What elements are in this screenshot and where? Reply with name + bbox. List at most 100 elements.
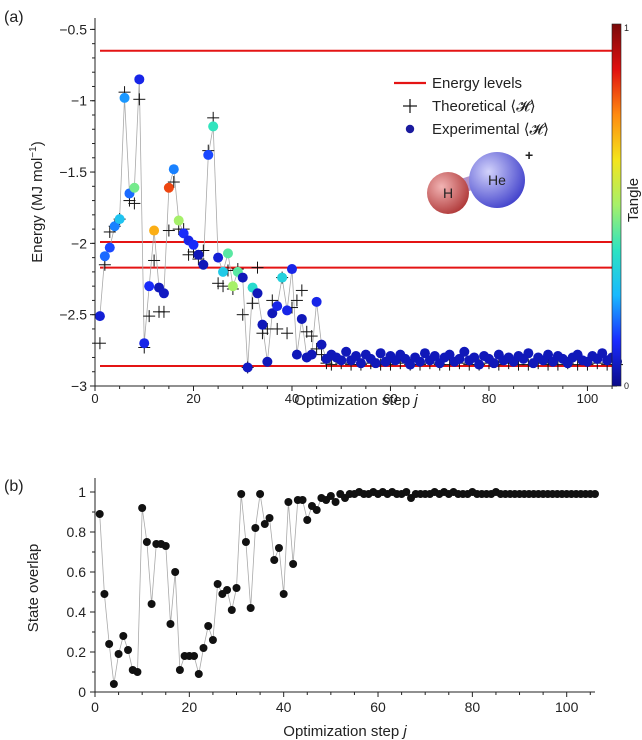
experimental-point	[444, 349, 455, 360]
experimental-point	[99, 251, 110, 262]
theoretical-point	[295, 284, 308, 297]
experimental-point	[114, 214, 125, 225]
overlap-point	[284, 498, 293, 506]
colorbar-max-label: 1	[624, 23, 629, 33]
overlap-connector	[99, 491, 595, 685]
x-tick-label: 80	[465, 699, 481, 715]
overlap-point	[591, 490, 599, 498]
overlap-point	[133, 668, 142, 676]
experimental-point	[257, 319, 268, 330]
experimental-point	[208, 121, 219, 132]
experimental-point	[306, 349, 317, 360]
experimental-point	[459, 346, 470, 357]
experimental-point	[316, 339, 327, 350]
panel-b-x-axis-label: Optimization step j	[283, 723, 407, 740]
overlap-point	[289, 560, 298, 568]
theoretical-point	[305, 330, 318, 343]
experimental-point	[173, 215, 184, 226]
experimental-point	[341, 346, 352, 357]
overlap-point	[279, 590, 288, 598]
x-tick-label: 100	[577, 391, 599, 406]
legend-levels-label: Energy levels	[432, 75, 522, 92]
y-tick-label: −0.5	[59, 21, 87, 37]
experimental-point	[94, 311, 105, 322]
overlap-point	[208, 636, 217, 644]
overlap-point	[326, 492, 335, 500]
y-tick-label: 0.6	[67, 564, 87, 580]
experimental-point	[488, 358, 499, 369]
experimental-point	[168, 164, 179, 175]
overlap-point	[190, 652, 199, 660]
overlap-point	[265, 514, 274, 522]
panel-a-y-ticks: −3 −2.5 −2 −1.5 −1 −0.5	[59, 21, 95, 394]
experimental-point	[543, 349, 554, 360]
overlap-point	[402, 488, 411, 496]
y-tick-label: −1	[71, 93, 87, 109]
overlap-point	[241, 538, 250, 546]
x-tick-label: 40	[276, 699, 292, 715]
overlap-point	[274, 544, 283, 552]
theoretical-point	[290, 294, 303, 307]
experimental-point	[163, 182, 174, 193]
overlap-point	[105, 640, 114, 648]
overlap-point	[260, 520, 269, 528]
y-tick-label: 1	[78, 484, 86, 500]
theoretical-point	[162, 224, 175, 237]
x-tick-label: 0	[91, 391, 98, 406]
panel-a-x-axis-label: Optimization step j	[294, 392, 418, 409]
experimental-point	[144, 281, 155, 292]
theoretical-point	[266, 294, 279, 307]
overlap-point	[100, 590, 109, 598]
overlap-point	[166, 620, 175, 628]
overlap-point	[138, 504, 147, 512]
y-tick-label: 0.2	[67, 644, 87, 660]
experimental-point	[227, 281, 238, 292]
experimental-point	[262, 356, 273, 367]
molecule-charge: +	[525, 147, 533, 163]
overlap-point	[194, 670, 203, 678]
theoretical-point	[128, 197, 141, 210]
experimental-point	[405, 359, 416, 370]
experimental-point	[355, 358, 366, 369]
experimental-point	[149, 225, 160, 236]
experimental-point	[109, 221, 120, 232]
theoretical-point	[157, 305, 170, 318]
panel-b: (b) 0 20 40 60 80 100 0 0.2 0.4 0.6 0.8 1 Optimiza…	[4, 478, 599, 740]
theoretical-point	[93, 337, 106, 350]
experimental-point	[267, 308, 278, 319]
overlap-point	[227, 606, 236, 614]
experimental-point	[272, 301, 283, 312]
theoretical-point	[281, 327, 294, 340]
overlap-point	[256, 490, 265, 498]
experimental-point	[597, 348, 608, 359]
panel-b-label: (b)	[4, 478, 24, 495]
x-tick-label: 20	[186, 391, 200, 406]
x-tick-label: 20	[182, 699, 198, 715]
experimental-point	[178, 228, 189, 239]
experimental-point	[188, 239, 199, 250]
experimental-point	[218, 266, 229, 277]
experimental-point	[193, 249, 204, 260]
molecule-h-label: H	[443, 185, 453, 201]
panel-a-x-ticks: 0 20 40 60 80 100	[91, 386, 613, 406]
legend-experimental-swatch	[405, 124, 415, 134]
theoretical-point	[246, 297, 259, 310]
overlap-point	[175, 666, 184, 674]
y-tick-label: 0.4	[67, 604, 87, 620]
experimental-point	[222, 248, 233, 259]
y-tick-label: −2	[71, 235, 87, 251]
legend-experimental-label: Experimental ⟨𝓗⟩	[432, 121, 549, 138]
panel-a-legend: Energy levels Theoretical ⟨𝓗⟩ Experiment…	[394, 75, 549, 138]
theoretical-point	[325, 358, 338, 371]
experimental-point	[523, 348, 534, 359]
overlap-point	[114, 650, 123, 658]
overlap-point	[237, 490, 246, 498]
theoretical-point	[143, 310, 156, 323]
experimental-point	[429, 351, 440, 362]
experimental-point	[129, 182, 140, 193]
overlap-point	[147, 600, 156, 608]
panel-a-label: (a)	[4, 9, 24, 26]
experimental-point	[158, 288, 169, 299]
theoretical-point	[103, 225, 116, 238]
experimental-point	[351, 351, 361, 362]
